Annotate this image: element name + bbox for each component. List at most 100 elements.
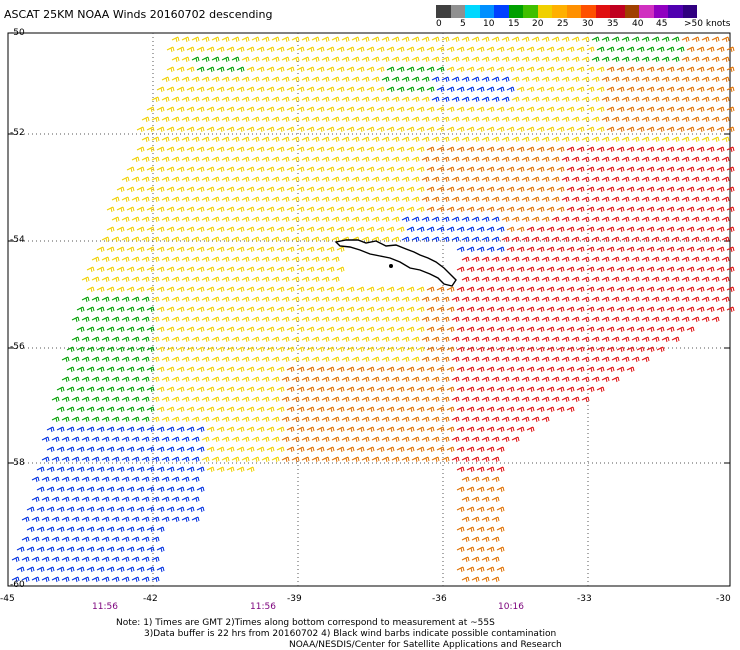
wind-barb [681,196,690,203]
wind-barb [256,146,265,153]
wind-barb [581,216,590,223]
wind-barb [451,236,460,243]
wind-barb [166,126,175,133]
wind-barb [201,56,210,63]
wind-barb [36,566,45,573]
wind-barb [361,96,370,103]
wind-barb [556,106,565,113]
wind-barb [51,456,60,463]
wind-barb [476,226,485,233]
wind-barb [91,476,100,483]
wind-barb [196,286,205,293]
wind-barb [481,116,490,123]
wind-barb [356,166,365,173]
wind-barb [86,566,95,573]
colorbar-swatch [566,5,581,18]
wind-barb [591,276,600,283]
wind-barb [151,256,160,263]
wind-barb [261,456,270,463]
wind-barb [551,356,560,363]
wind-barb [601,96,610,103]
wind-barb [231,56,240,63]
wind-barb [126,426,135,433]
wind-barb [511,176,520,183]
wind-barb [666,106,675,113]
wind-barb [601,176,610,183]
wind-barb [221,396,230,403]
wind-barb [241,96,250,103]
wind-barb [351,96,360,103]
wind-barb [181,96,190,103]
wind-barb [451,196,460,203]
wind-barb [111,416,120,423]
wind-barb [221,256,230,263]
wind-barb [231,96,240,103]
wind-barb [166,386,175,393]
wind-barb [636,326,645,333]
wind-barb [496,426,505,433]
wind-barb [481,256,490,263]
wind-barb [321,336,330,343]
wind-barb [316,226,325,233]
wind-barb [361,236,370,243]
wind-barb [116,266,125,273]
lon-label: -36 [432,594,447,604]
wind-barb [726,146,735,153]
wind-barb [181,356,190,363]
wind-barb [271,276,280,283]
wind-barb [186,406,195,413]
wind-barb [601,156,610,163]
wind-barb [661,156,670,163]
wind-barb [501,256,510,263]
wind-barb [191,416,200,423]
wind-barb [161,356,170,363]
wind-barb [346,186,355,193]
wind-barb [486,66,495,73]
wind-barb [561,196,570,203]
wind-barb [546,266,555,273]
wind-barb [241,36,250,43]
wind-barb [321,436,330,443]
wind-barb [586,126,595,133]
wind-barb [526,106,535,113]
wind-barb [236,426,245,433]
wind-barb [321,236,330,243]
wind-barb [486,246,495,253]
wind-barb [501,336,510,343]
wind-barb [351,176,360,183]
wind-barb [421,336,430,343]
wind-barb [666,126,675,133]
wind-barb [676,286,685,293]
wind-barb [116,186,125,193]
wind-barb [451,416,460,423]
wind-barb [216,226,225,233]
wind-barb [146,266,155,273]
wind-barb [396,106,405,113]
wind-barb [156,186,165,193]
wind-barb [556,226,565,233]
wind-barb [456,546,465,553]
wind-barb [376,286,385,293]
wind-barb [81,416,90,423]
wind-barb [461,76,470,83]
wind-barb [161,276,170,283]
wind-barb [391,456,400,463]
wind-barb [416,366,425,373]
wind-barb [496,546,505,553]
wind-barb [661,176,670,183]
wind-barb [306,126,315,133]
wind-barb [476,406,485,413]
wind-barb [221,56,230,63]
wind-barb [361,296,370,303]
wind-barb [571,56,580,63]
wind-barb [521,256,530,263]
wind-barb [161,176,170,183]
wind-barb [101,516,110,523]
wind-barb [166,306,175,313]
wind-barb [571,76,580,83]
wind-barb [541,56,550,63]
wind-barb [696,106,705,113]
wind-barb [171,336,180,343]
wind-barb [651,76,660,83]
wind-barb [351,196,360,203]
